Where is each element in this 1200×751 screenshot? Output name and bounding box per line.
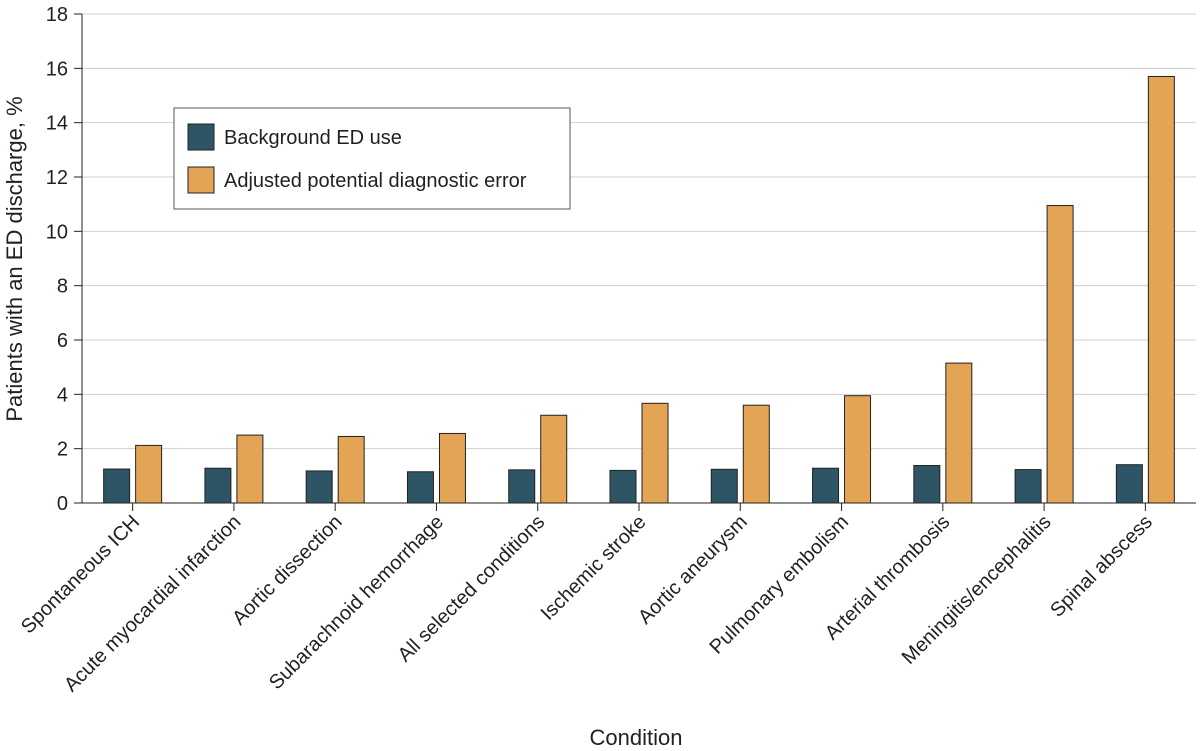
bar-diagnostic-error xyxy=(236,434,264,504)
bar-diagnostic-error xyxy=(540,414,568,504)
category-label: Subarachnoid hemorrhage xyxy=(265,511,448,694)
category-label: Acute myocardial infarction xyxy=(60,511,245,696)
legend-swatch-diagnostic-error xyxy=(187,166,215,194)
legend-swatch-background xyxy=(187,123,215,151)
category-label: Aortic dissection xyxy=(228,511,347,630)
y-tick-label: 6 xyxy=(57,330,68,352)
gridlines xyxy=(82,13,1196,450)
y-tick-label: 16 xyxy=(46,58,68,80)
bar-diagnostic-error xyxy=(1147,75,1175,504)
bar-background-ed-use xyxy=(1115,464,1143,504)
bar-background-ed-use xyxy=(812,467,840,504)
bar-diagnostic-error xyxy=(742,404,770,504)
category-label: Spinal abscess xyxy=(1046,511,1157,622)
bar-background-ed-use xyxy=(305,470,333,504)
bar-diagnostic-error xyxy=(438,432,466,504)
bar-background-ed-use xyxy=(913,465,941,504)
y-tick-label: 10 xyxy=(46,221,68,243)
bar-background-ed-use xyxy=(1014,469,1042,504)
bar-diagnostic-error xyxy=(945,362,973,504)
bar-background-ed-use xyxy=(406,471,434,504)
y-tick-label: 12 xyxy=(46,167,68,189)
bars xyxy=(103,75,1175,504)
bar-diagnostic-error xyxy=(135,444,163,504)
bar-background-ed-use xyxy=(710,468,738,504)
y-tick-label: 4 xyxy=(57,384,68,406)
bar-background-ed-use xyxy=(609,469,637,504)
bar-background-ed-use xyxy=(103,468,131,504)
y-tick-label: 8 xyxy=(57,276,68,298)
bar-diagnostic-error xyxy=(641,402,669,504)
bar-diagnostic-error xyxy=(844,395,872,504)
bar-diagnostic-error xyxy=(1046,205,1074,504)
x-axis-title: Condition xyxy=(590,725,683,750)
bar-background-ed-use xyxy=(508,469,536,504)
legend-label-diagnostic-error: Adjusted potential diagnostic error xyxy=(224,170,527,192)
category-label: Ischemic stroke xyxy=(537,511,651,625)
y-tick-label: 14 xyxy=(46,113,68,135)
category-label: Aortic aneurysm xyxy=(634,511,752,629)
legend: Background ED use Adjusted potential dia… xyxy=(173,107,571,210)
y-axis-title: Patients with an ED discharge, % xyxy=(2,96,27,421)
bar-background-ed-use xyxy=(204,467,232,504)
bar-diagnostic-error xyxy=(337,435,365,504)
y-tick-label: 2 xyxy=(57,439,68,461)
legend-label-background: Background ED use xyxy=(224,127,402,149)
legend-box xyxy=(173,107,571,210)
y-tick-label: 0 xyxy=(57,493,68,515)
y-tick-label: 18 xyxy=(46,4,68,26)
